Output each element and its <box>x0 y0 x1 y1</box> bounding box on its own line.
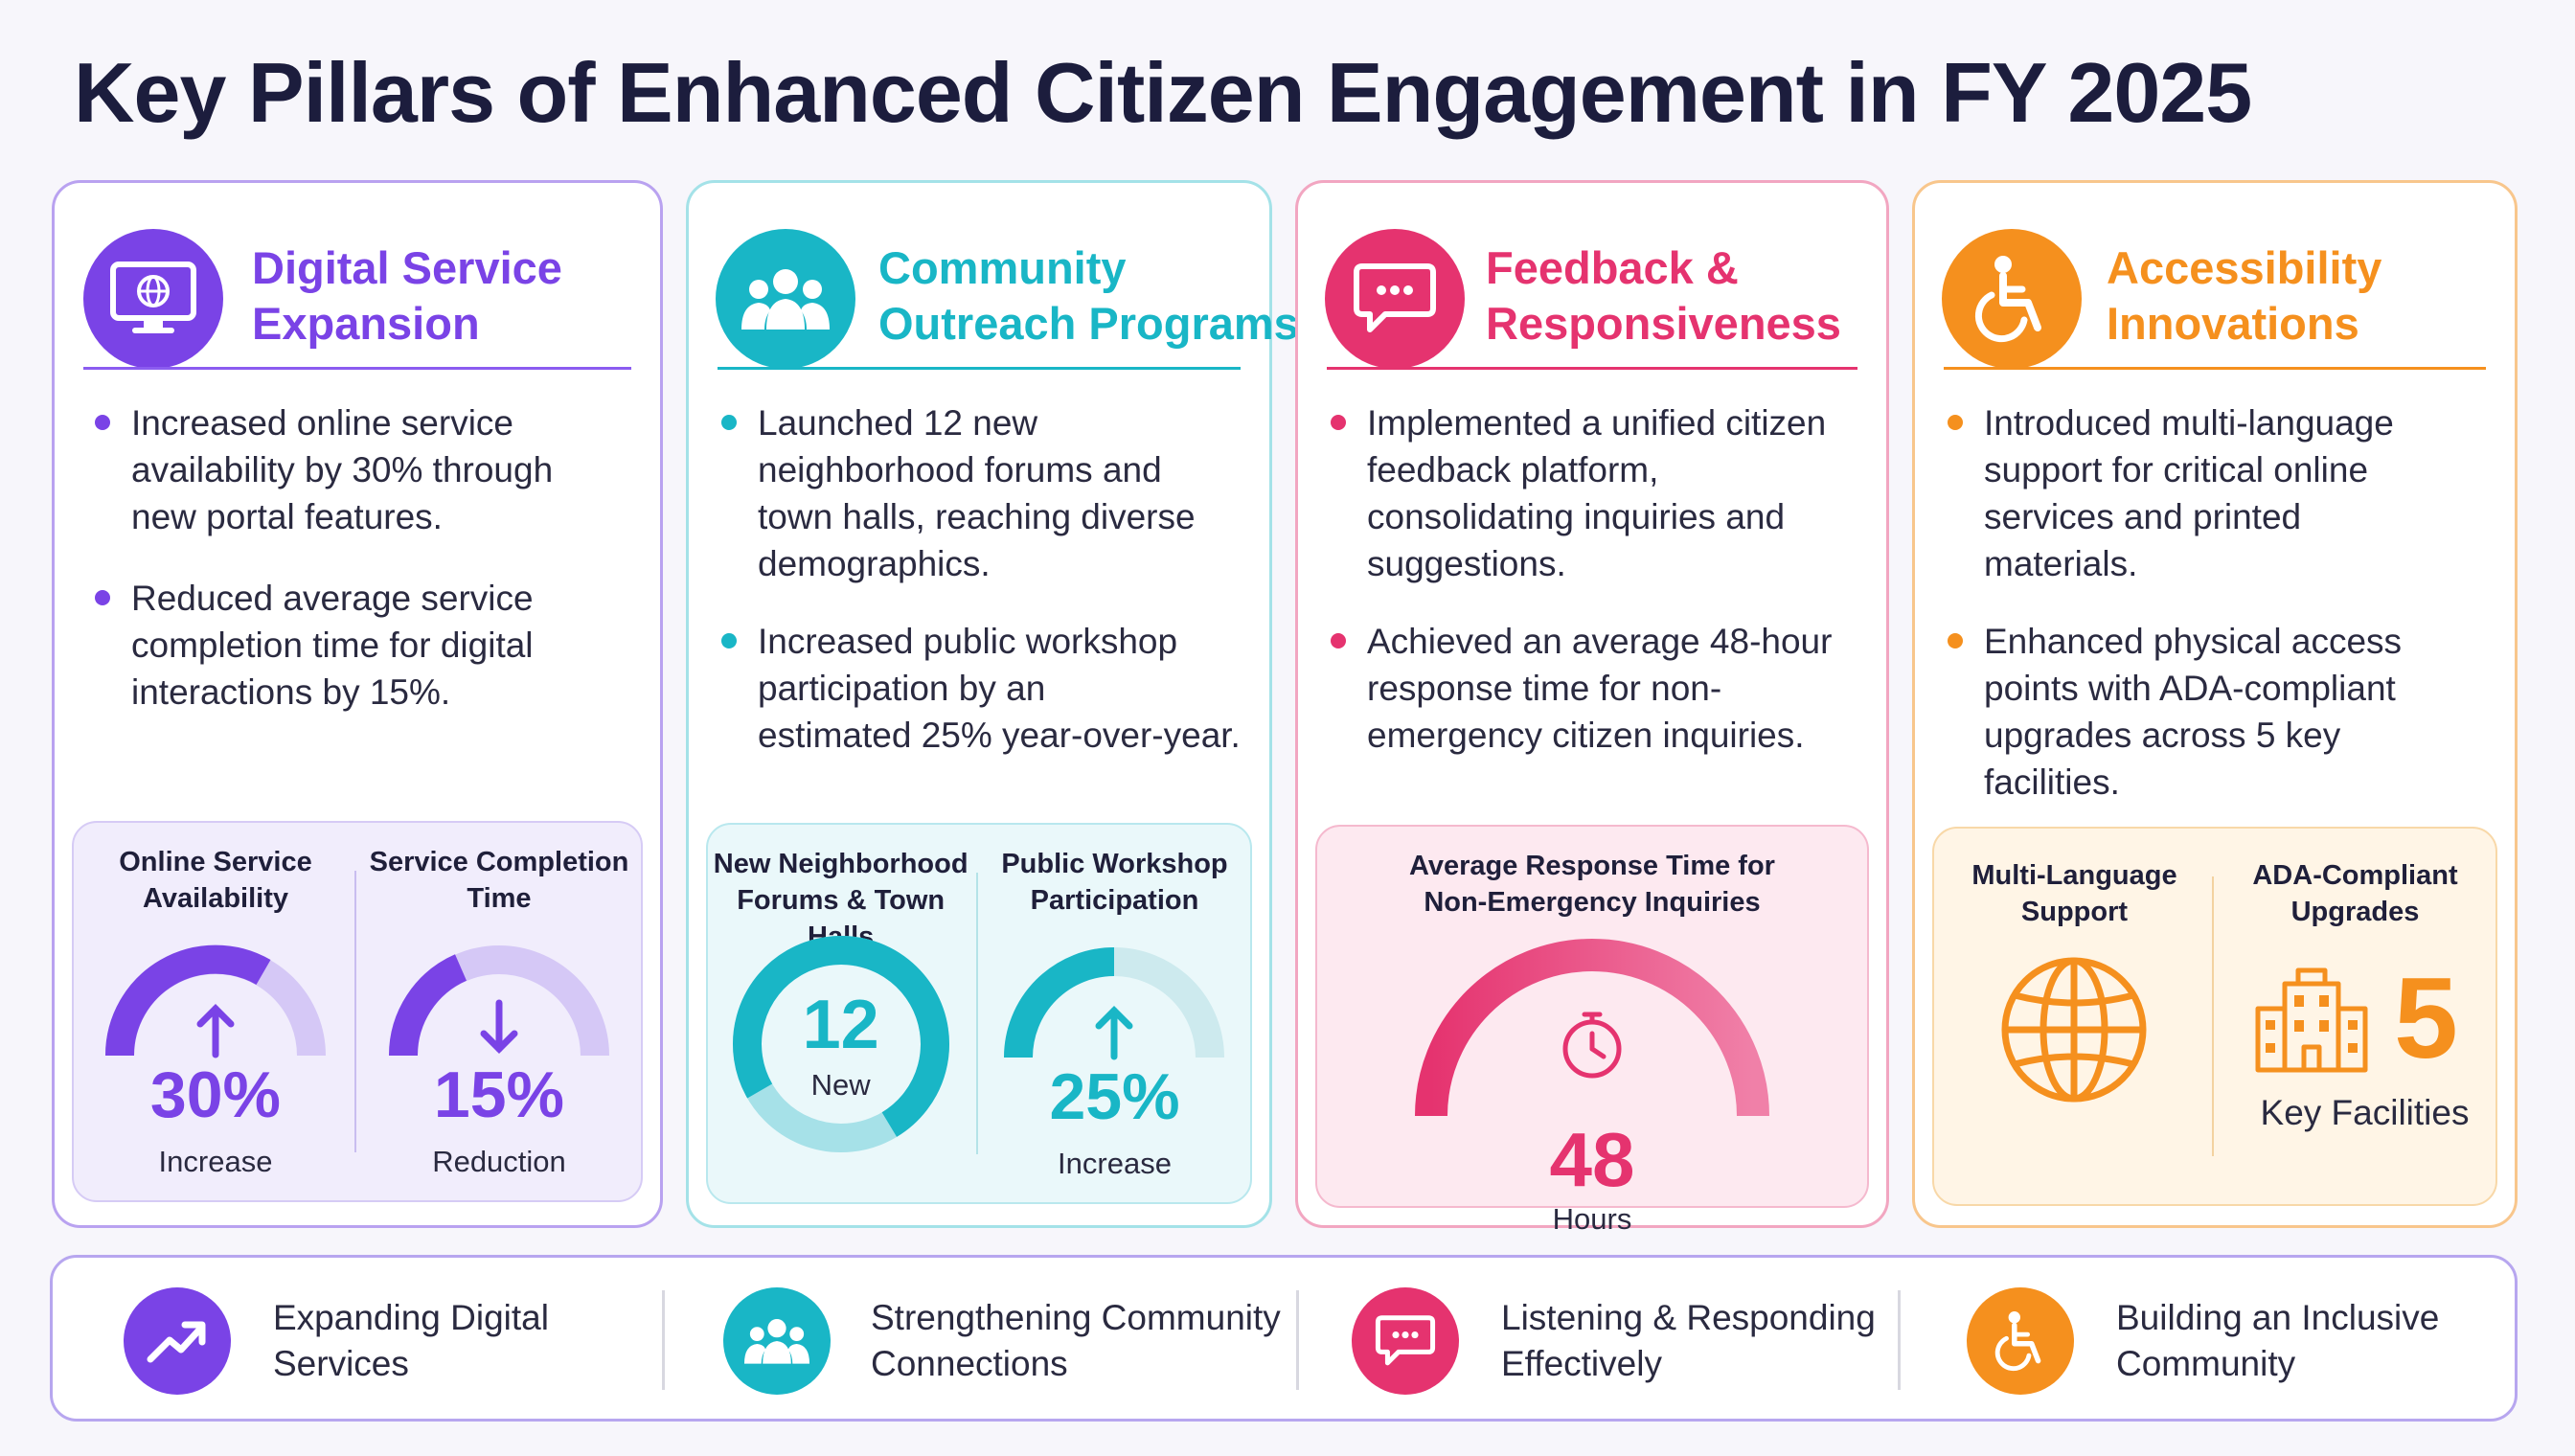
list-item: Launched 12 new neighborhood forums and to… <box>719 399 1252 587</box>
metric-service-completion: Service Completion Time 15% Reduction <box>363 844 635 1181</box>
metric-value: 48 <box>1549 1117 1635 1202</box>
bullet-list: Increased online service availability by … <box>93 399 643 750</box>
metric-value: 5 <box>2394 954 2458 1082</box>
metric-panel: Online Service Availability 30% Increase … <box>72 821 643 1202</box>
footer-item-community: Strengthening Community Connections <box>723 1258 1281 1424</box>
footer-item-digital: Expanding Digital Services <box>124 1258 549 1424</box>
building-icon <box>2255 967 2368 1073</box>
metric-online-availability: Online Service Availability 30% Increase <box>80 844 352 1181</box>
arrow-up-icon <box>1095 1006 1133 1060</box>
metric-sublabel: Increase <box>1058 1147 1172 1180</box>
card-title: Digital Service Expansion <box>252 242 562 349</box>
list-item: Enhanced physical access points with ADA-… <box>1946 618 2497 806</box>
metric-panel: New Neighborhood Forums & Town Halls 12 N… <box>706 823 1252 1204</box>
list-item: Implemented a unified citizen feedback pl… <box>1329 399 1869 587</box>
stopwatch-icon <box>1562 1012 1622 1079</box>
metric-sublabel: New <box>810 1068 871 1102</box>
list-item: Achieved an average 48-hour response time… <box>1329 618 1869 759</box>
trend-up-icon <box>124 1287 231 1395</box>
page-title: Key Pillars of Enhanced Citizen Engageme… <box>74 45 2252 140</box>
monitor-globe-icon <box>83 229 223 369</box>
list-item: Increased public workshop participation b… <box>719 618 1252 759</box>
metric-sublabel: Hours <box>1552 1202 1632 1236</box>
card-community-outreach: Community Outreach Programs Launched 12 … <box>686 180 1299 1228</box>
metric-multi-language: Multi-Language Support <box>1940 857 2209 1106</box>
metric-value: 30% <box>149 1058 282 1131</box>
metric-value: 25% <box>1049 1060 1180 1133</box>
card-title: Community Outreach Programs <box>878 242 1299 349</box>
metric-response-time: Average Response Time for Non-Emergency I… <box>1328 848 1856 1239</box>
metric-new-forums: New Neighborhood Forums & Town Halls 12 N… <box>711 846 971 1154</box>
arrow-up-icon <box>196 1004 235 1058</box>
metric-panel: Average Response Time for Non-Emergency I… <box>1315 825 1869 1236</box>
footer-item-accessibility: Building an Inclusive Community <box>1967 1258 2439 1424</box>
metric-panel: Multi-Language Support ADA-Compliant Upgra… <box>1932 827 2497 1206</box>
footer-summary-bar: Expanding Digital Services Strengthening … <box>50 1255 2518 1422</box>
bullet-list: Launched 12 new neighborhood forums and to… <box>719 399 1252 793</box>
metric-sublabel: Increase <box>158 1145 273 1178</box>
metric-sublabel: Key Facilities <box>2260 1093 2470 1132</box>
list-item: Introduced multi-language support for cri… <box>1946 399 2497 587</box>
metric-workshop-participation: Public Workshop Participation 25% Increas… <box>985 846 1245 1183</box>
bullet-list: Implemented a unified citizen feedback pl… <box>1329 399 1869 793</box>
gauge-chart <box>1004 947 1225 1060</box>
list-item: Reduced average service completion time f… <box>93 575 643 716</box>
metric-sublabel: Reduction <box>432 1145 566 1178</box>
gauge-chart <box>388 945 609 1057</box>
chat-bubble-icon <box>1352 1287 1459 1395</box>
donut-chart <box>732 936 949 1152</box>
card-title: Feedback & Responsiveness <box>1486 242 1841 349</box>
gauge-chart <box>104 944 326 1058</box>
wheelchair-icon <box>1967 1287 2074 1395</box>
arrow-down-icon <box>480 999 518 1054</box>
metric-value: 12 <box>802 987 879 1063</box>
card-title: Accessibility Innovations <box>2107 242 2382 349</box>
people-group-icon <box>723 1287 831 1395</box>
globe-icon <box>2001 957 2147 1103</box>
bullet-list: Introduced multi-language support for cri… <box>1946 399 2497 840</box>
people-group-icon <box>716 229 855 369</box>
list-item: Increased online service availability by … <box>93 399 643 540</box>
metric-ada-upgrades: ADA-Compliant Upgrades <box>2221 857 2490 1133</box>
card-feedback-responsiveness: Feedback & Responsiveness Implemented a … <box>1295 180 1889 1236</box>
gauge-chart <box>1414 939 1769 1117</box>
card-digital-service: Digital Service Expansion Increased onli… <box>52 180 663 1228</box>
metric-value: 15% <box>433 1058 565 1131</box>
chat-bubble-icon <box>1325 229 1465 369</box>
footer-item-feedback: Listening & Responding Effectively <box>1352 1258 1876 1424</box>
card-accessibility: Accessibility Innovations Introduced mul… <box>1912 180 2518 1228</box>
wheelchair-icon <box>1942 229 2082 369</box>
